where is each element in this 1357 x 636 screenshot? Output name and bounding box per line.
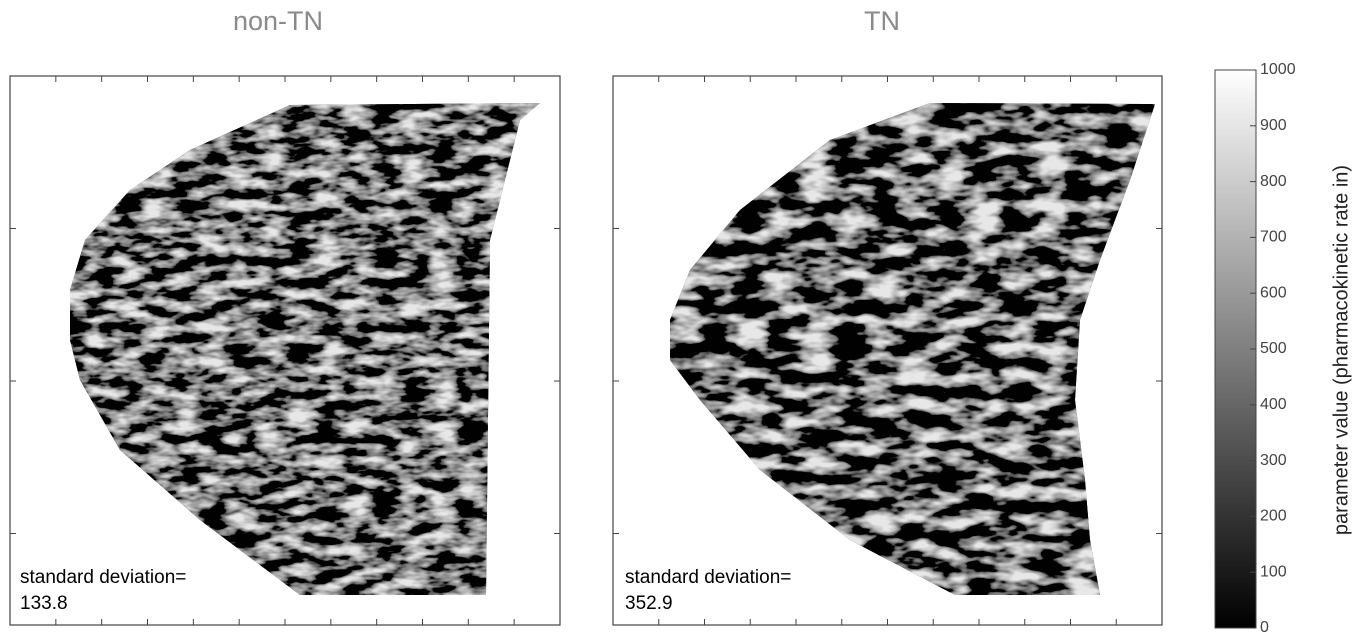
annotation: standard deviation= [20, 567, 186, 588]
colorbar-tick-label: 700 [1260, 229, 1287, 246]
panel-title: non-TN [233, 6, 323, 36]
figure: non-TN TN standard deviation= 133.8 stan… [0, 0, 1357, 636]
colorbar-label: parameter value (pharmacokinetic rate in… [1330, 165, 1352, 535]
panel-title: TN [864, 6, 900, 36]
colorbar-tick-label: 600 [1260, 284, 1287, 301]
colorbar [1215, 70, 1256, 628]
colorbar-tick-label: 1000 [1260, 61, 1296, 78]
colorbar-tick-label: 100 [1260, 563, 1287, 580]
colorbar-tick-label: 500 [1260, 340, 1287, 357]
colorbar-tick-label: 400 [1260, 396, 1287, 413]
colorbar-tick-label: 0 [1260, 619, 1269, 636]
annotation-value: 352.9 [625, 593, 673, 614]
colorbar-tick-label: 900 [1260, 117, 1287, 134]
colorbar-tick-label: 200 [1260, 508, 1287, 525]
annotation-value: 133.8 [20, 593, 68, 614]
annotation: standard deviation= [625, 567, 791, 588]
colorbar-tick-label: 300 [1260, 452, 1287, 469]
colorbar-tick-label: 800 [1260, 173, 1287, 190]
